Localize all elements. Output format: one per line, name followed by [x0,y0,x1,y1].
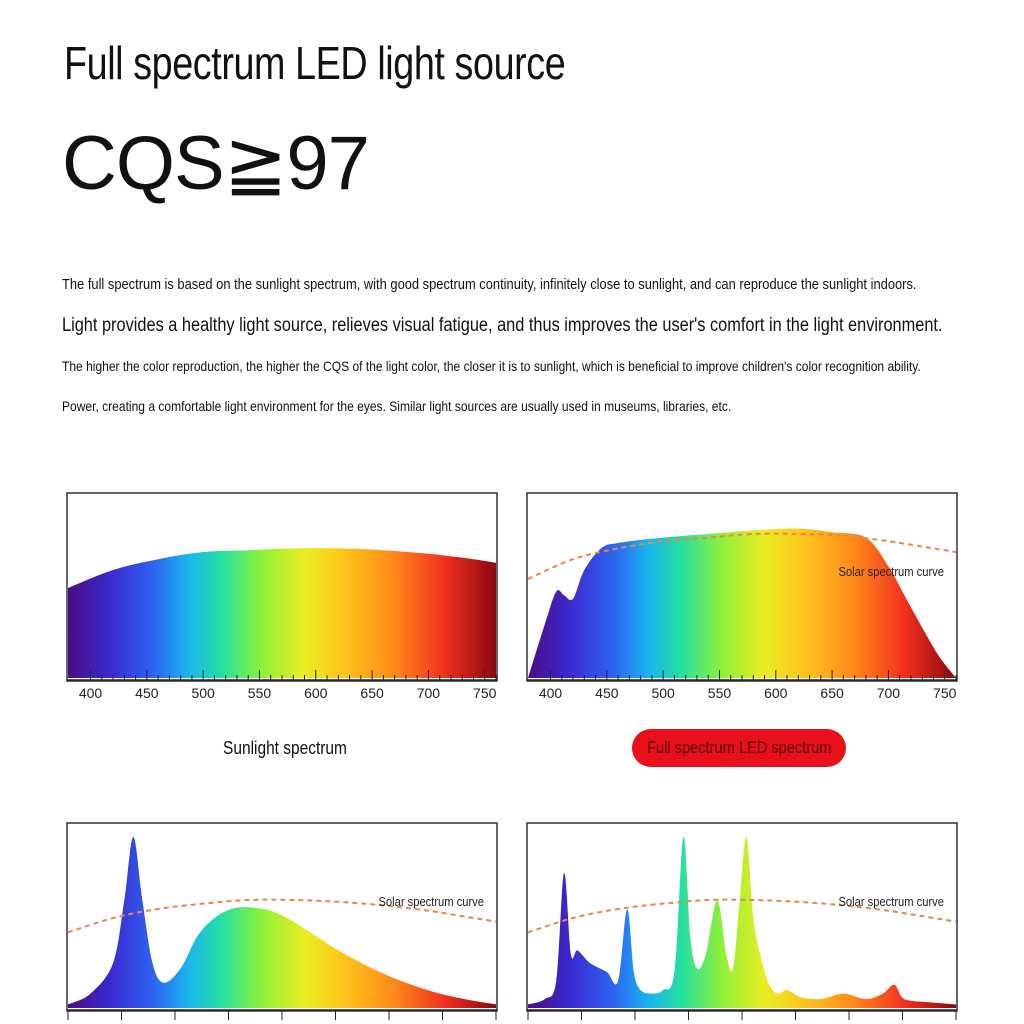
spectrum-area [528,836,956,1008]
spectrum-svg: Solar spectrum curve [66,822,498,1020]
x-tick-label: 650 [820,685,844,701]
fluorescent-spectrum-chart: Solar spectrum curve [526,822,958,1022]
led-spectrum-caption-pill: Full spectrum LED spectrum [632,729,846,767]
x-tick-label: 600 [304,685,328,701]
x-tick-label: 700 [877,685,901,701]
description-paragraph: Light provides a healthy light source, r… [62,315,943,336]
x-tick-label: 500 [651,685,675,701]
spectrum-area [528,528,956,678]
x-tick-label: 550 [248,685,272,701]
x-tick-label: 400 [79,685,103,701]
solar-curve-label: Solar spectrum curve [838,894,944,909]
x-tick-label: 700 [417,685,441,701]
cqs-metric: CQS≧97 [62,121,370,206]
x-tick-label: 750 [933,685,957,701]
x-tick-label: 450 [135,685,159,701]
led-spectrum-caption: Full spectrum LED spectrum [647,738,832,757]
x-tick-label: 500 [191,685,215,701]
x-tick-label: 650 [360,685,384,701]
solar-curve-label: Solar spectrum curve [838,564,944,579]
led-spectrum-chart: Solar spectrum curve 400 450 500 550 600 650 70… [526,492,958,708]
spectrum-svg: Solar spectrum curve [526,822,958,1020]
solar-spectrum-curve [527,532,957,580]
x-tick-label: 400 [539,685,563,701]
x-tick-label: 600 [764,685,788,701]
x-tick-label: 550 [708,685,732,701]
description-paragraph: The full spectrum is based on the sunlig… [62,276,917,293]
chart-frame [66,492,498,682]
page-title: Full spectrum LED light source [64,37,566,89]
sunlight-spectrum-caption: Sunlight spectrum [223,738,347,758]
chart-frame [526,492,958,682]
spectrum-svg: Solar spectrum curve 400 450 500 550 600 650 70… [526,492,958,701]
solar-curve-label: Solar spectrum curve [378,894,484,909]
sunlight-spectrum-chart: 400 450 500 550 600 650 700 750 [66,492,498,708]
spectrum-area [68,837,496,1008]
conventional-led-spectrum-chart: Solar spectrum curve [66,822,498,1022]
solar-spectrum-curve [527,898,957,934]
spectrum-area [68,548,496,678]
x-tick-label: 750 [473,685,497,701]
description-paragraph: The higher the color reproduction, the h… [62,358,921,374]
spectrum-svg: 400 450 500 550 600 650 700 750 [66,492,498,701]
x-tick-label: 450 [595,685,619,701]
solar-spectrum-curve [67,898,497,934]
description-paragraph: Power, creating a comfortable light envi… [62,398,732,414]
